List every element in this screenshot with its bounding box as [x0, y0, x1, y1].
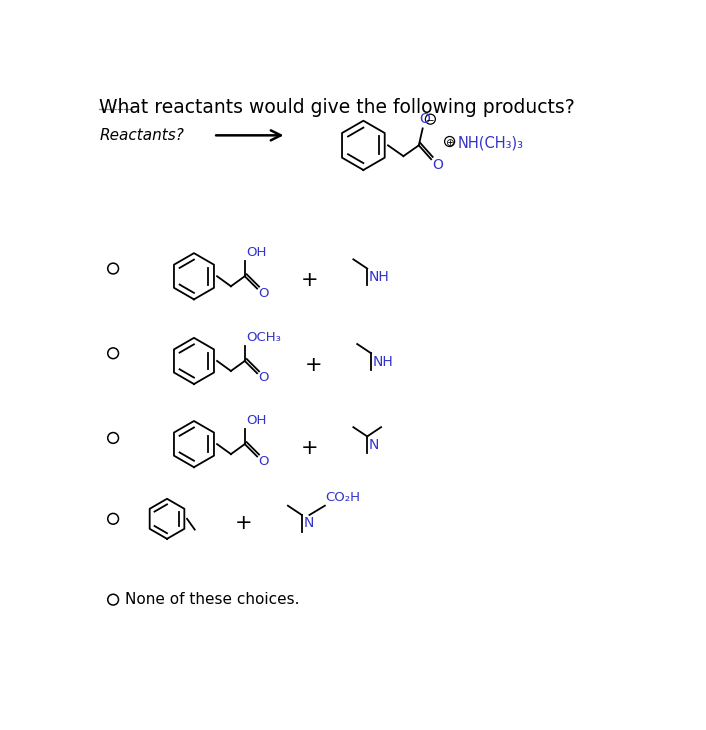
Text: −: − — [426, 116, 435, 126]
Text: O: O — [258, 372, 269, 385]
Text: O: O — [258, 287, 269, 300]
Text: +: + — [301, 438, 318, 458]
Text: OH: OH — [246, 414, 267, 427]
Text: ⊕: ⊕ — [445, 138, 454, 148]
Text: Reactants?: Reactants? — [100, 128, 184, 143]
Text: What reactants would give the following products?: What reactants would give the following … — [100, 99, 575, 118]
Text: +: + — [304, 355, 322, 374]
Text: N: N — [304, 517, 313, 531]
Text: OH: OH — [246, 246, 267, 259]
Text: +: + — [235, 512, 253, 533]
Text: CO₂H: CO₂H — [325, 491, 361, 504]
Text: O: O — [433, 158, 443, 172]
Text: O: O — [419, 112, 431, 126]
Text: OCH₃: OCH₃ — [246, 331, 281, 344]
Text: NH(CH₃)₃: NH(CH₃)₃ — [457, 136, 523, 150]
Text: N: N — [369, 438, 379, 452]
Text: +: + — [301, 270, 318, 290]
Text: NH: NH — [369, 270, 390, 284]
Text: O: O — [258, 455, 269, 467]
Text: NH: NH — [373, 355, 393, 369]
Text: None of these choices.: None of these choices. — [126, 592, 300, 607]
